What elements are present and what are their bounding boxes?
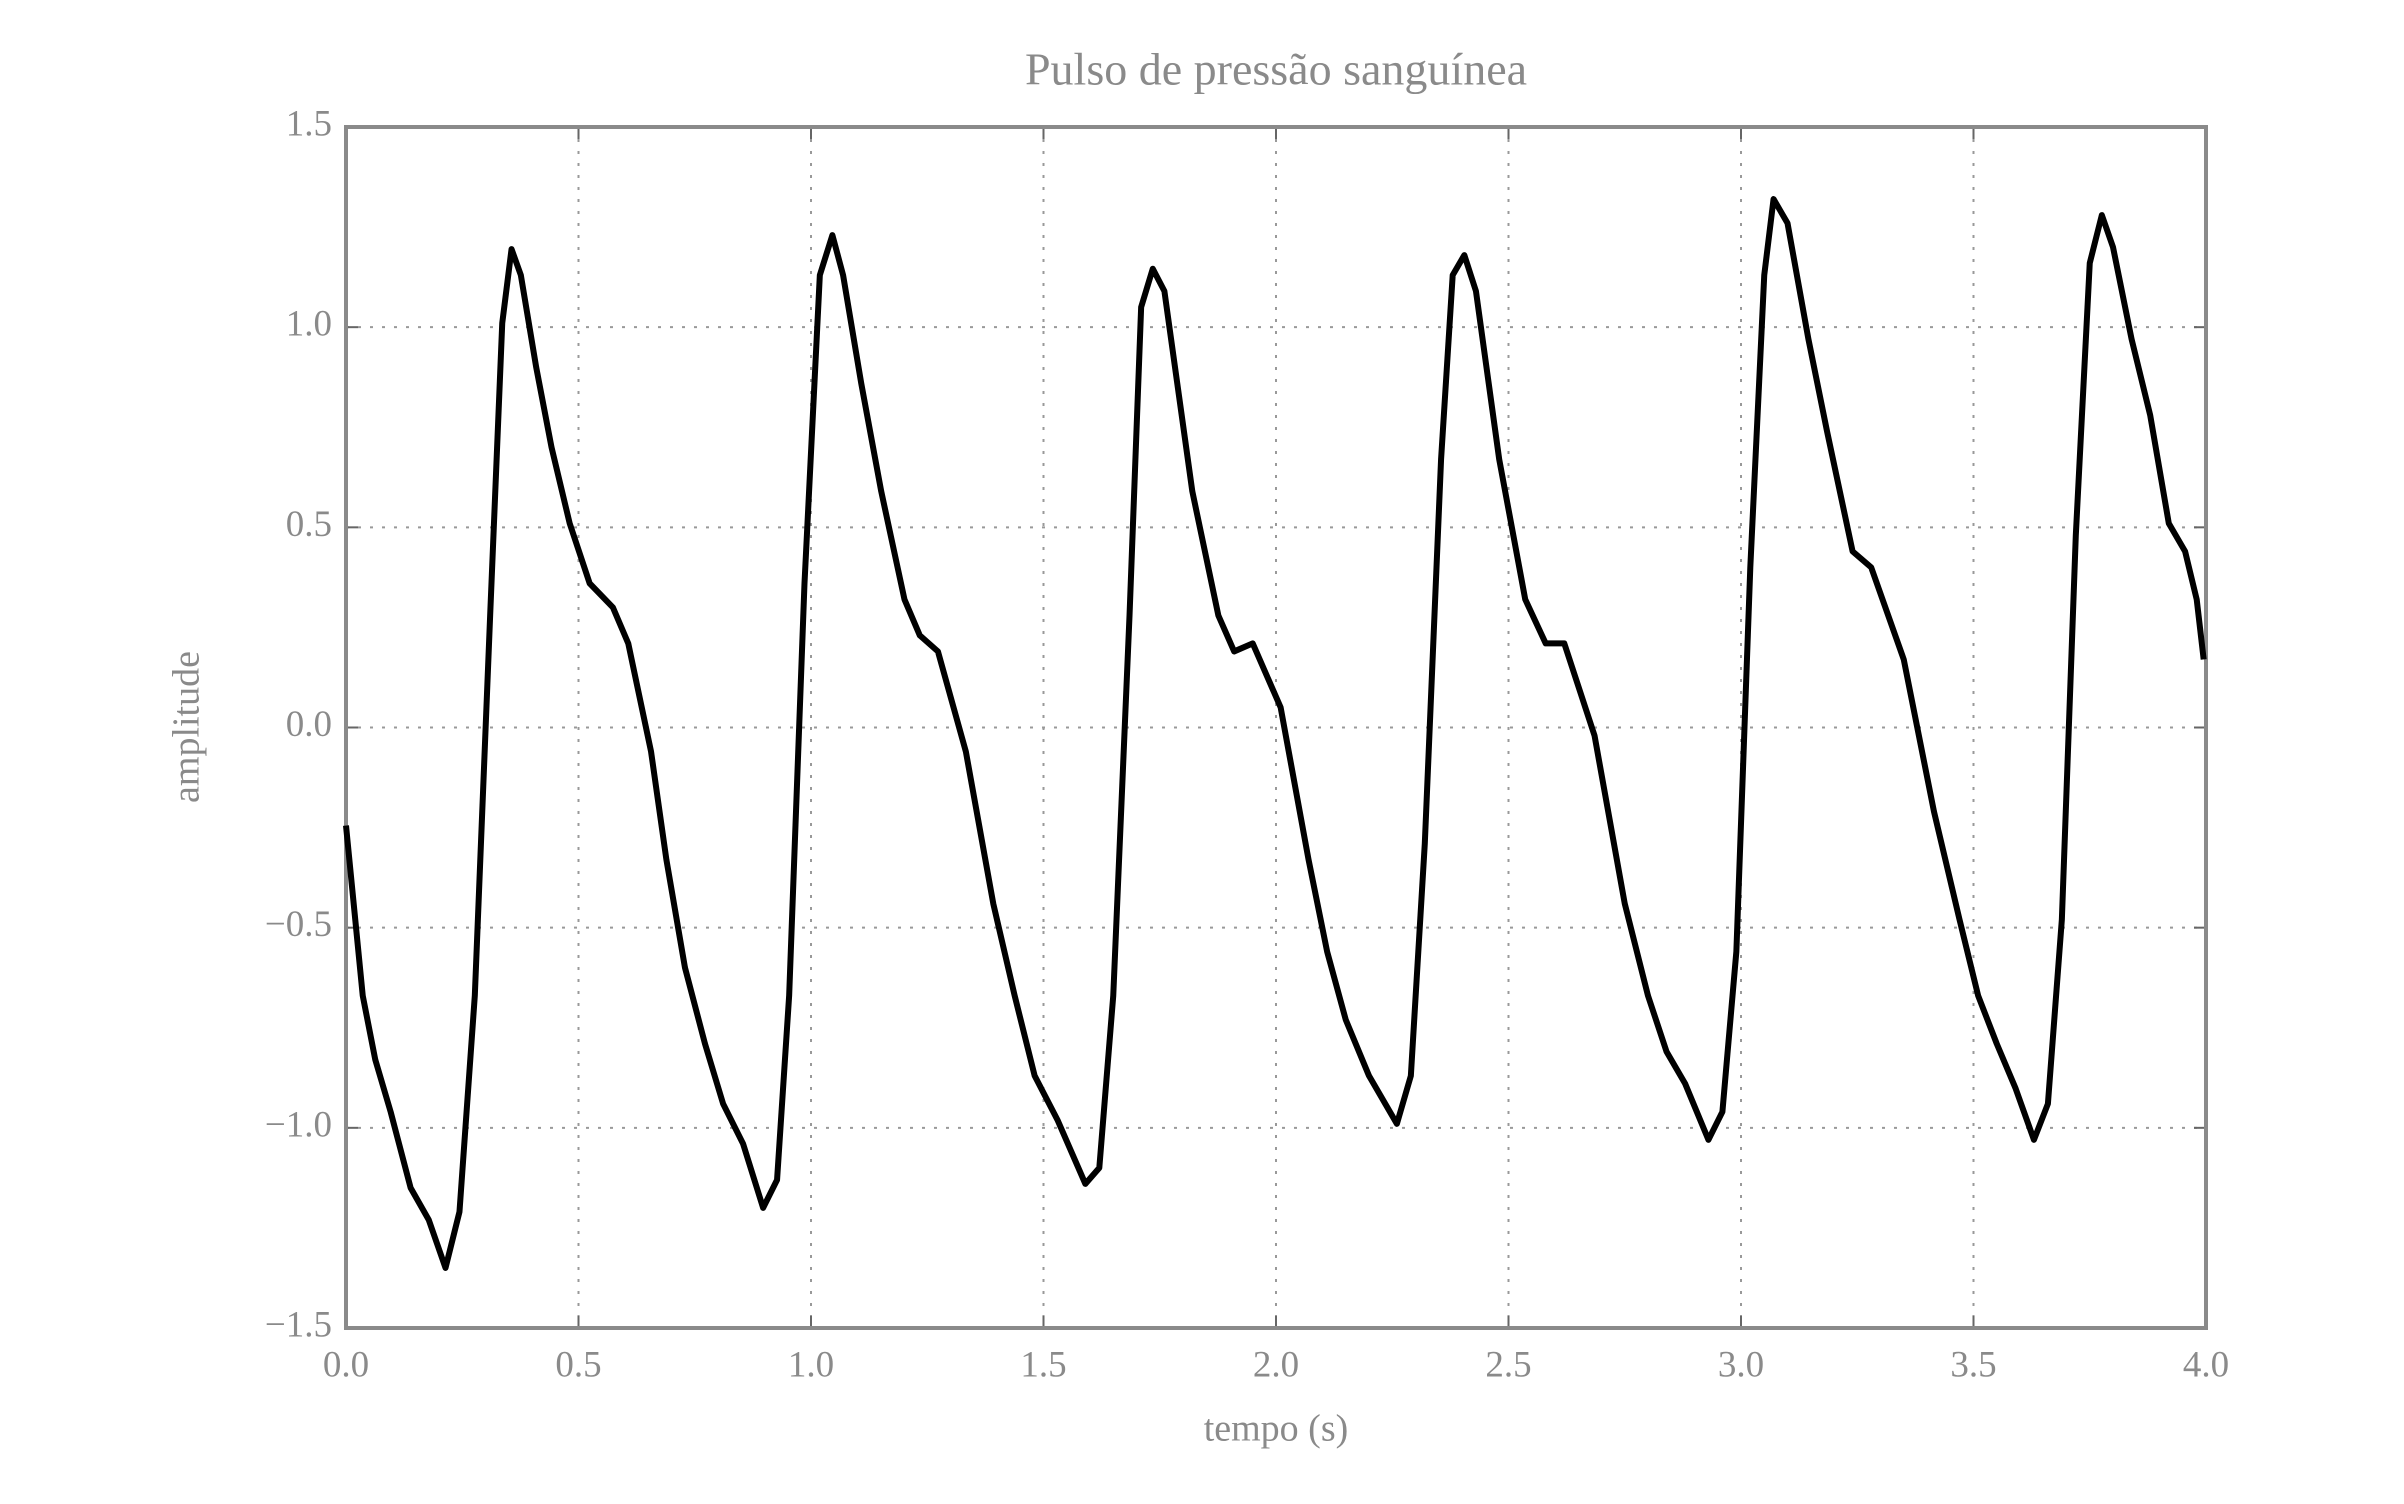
y-tick-label: 0.5 xyxy=(286,504,332,545)
y-tick-label: −0.5 xyxy=(265,904,332,945)
plot-frame xyxy=(344,125,2208,1330)
x-axis-label: tempo (s) xyxy=(1204,1408,1349,1450)
y-tick-label: 0.0 xyxy=(286,704,332,745)
y-tick-label: −1.0 xyxy=(265,1104,332,1145)
y-tick-label: 1.0 xyxy=(286,304,332,345)
data-line xyxy=(343,196,2207,1271)
x-tick-label: 3.5 xyxy=(1950,1344,1996,1385)
x-tick-label: 0.0 xyxy=(323,1344,369,1385)
y-tick-label: −1.5 xyxy=(265,1304,332,1345)
x-tick-label: 3.0 xyxy=(1718,1344,1764,1385)
y-tick-label: 1.5 xyxy=(286,103,332,144)
x-tick-label: 4.0 xyxy=(2183,1344,2229,1385)
x-tick-label: 0.5 xyxy=(555,1344,601,1385)
y-axis-label: amplitude xyxy=(166,651,208,803)
x-tick-label: 1.5 xyxy=(1020,1344,1066,1385)
x-tick-label: 2.0 xyxy=(1253,1344,1299,1385)
chart-title: Pulso de pressão sanguínea xyxy=(1025,44,1527,95)
x-tick-label: 1.0 xyxy=(788,1344,834,1385)
x-tick-label: 2.5 xyxy=(1485,1344,1531,1385)
